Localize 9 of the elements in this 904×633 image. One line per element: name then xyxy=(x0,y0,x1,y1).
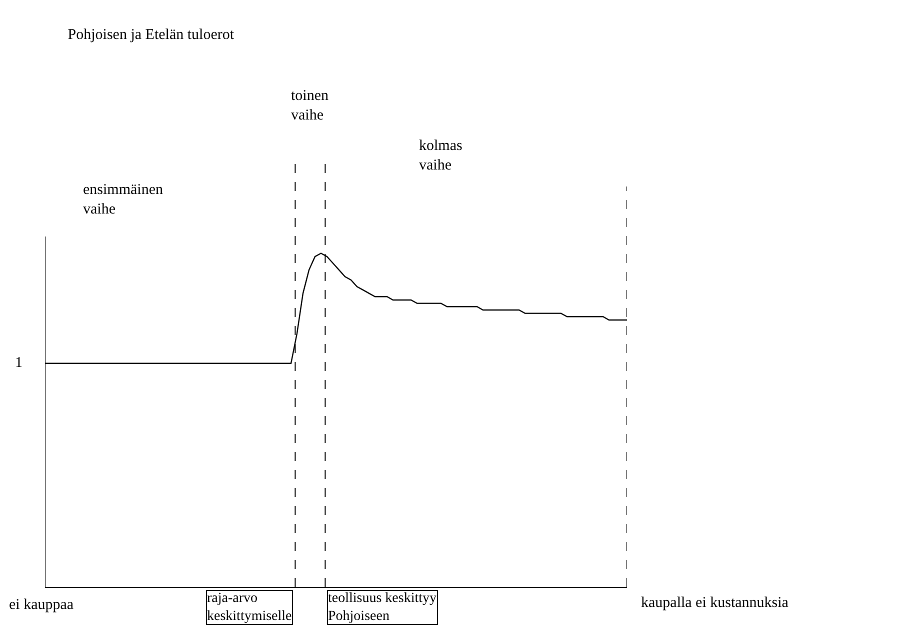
text: ei kauppaa xyxy=(9,597,74,613)
text: toinen vaihe xyxy=(291,88,329,124)
text: kaupalla ei kustannuksia xyxy=(641,595,789,611)
text: kolmas vaihe xyxy=(419,138,462,174)
text: raja-arvo keskittymiselle xyxy=(207,591,292,624)
text: ensimmäinen vaihe xyxy=(83,182,164,218)
chart-title: Pohjoisen ja Etelän tuloerot xyxy=(68,26,235,43)
text: teollisuus keskittyy Pohjoiseen xyxy=(328,591,436,624)
text: 1 xyxy=(15,355,22,371)
